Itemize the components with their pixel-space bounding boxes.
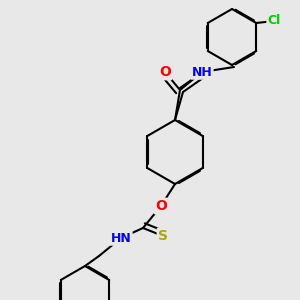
Text: S: S: [158, 229, 168, 243]
Text: O: O: [159, 65, 171, 79]
Text: HN: HN: [111, 232, 131, 244]
Text: Cl: Cl: [268, 14, 281, 28]
Text: NH: NH: [192, 65, 212, 79]
Text: O: O: [155, 199, 167, 213]
